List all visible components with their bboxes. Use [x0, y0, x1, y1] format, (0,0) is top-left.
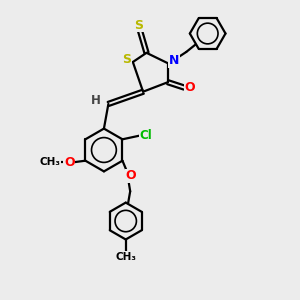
Text: O: O [184, 81, 195, 94]
Text: CH₃: CH₃ [39, 157, 60, 167]
Text: N: N [169, 54, 179, 68]
Text: Cl: Cl [140, 129, 153, 142]
Text: O: O [125, 169, 136, 182]
Text: S: S [134, 19, 143, 32]
Text: O: O [64, 156, 75, 169]
Text: H: H [91, 94, 101, 107]
Text: S: S [122, 52, 131, 65]
Text: CH₃: CH₃ [115, 252, 136, 262]
